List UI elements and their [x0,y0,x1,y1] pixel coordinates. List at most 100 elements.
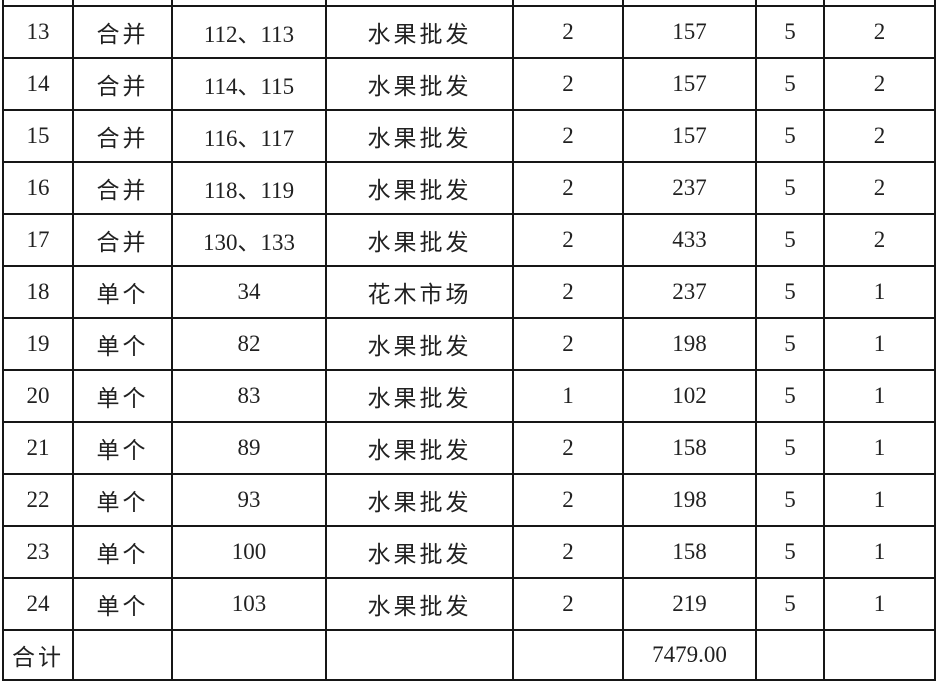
clipped-cell [2,0,74,7]
table-row: 19 单个 82 水果批发 2 198 5 1 [2,317,936,371]
cell-stall-numbers: 34 [171,265,327,319]
cell-score-red-1: 5 [755,525,825,579]
table-row: 14 合并 114、115 水果批发 2 157 5 2 [2,57,936,111]
cell-score-red-1: 5 [755,57,825,111]
cell-stall-numbers: 82 [171,317,327,371]
cell-merge-type: 单个 [72,421,173,475]
cell-row-number: 20 [2,369,74,423]
table-row: 21 单个 89 水果批发 2 158 5 1 [2,421,936,475]
cell-room-count: 2 [512,473,624,527]
cell-market-name: 水果批发 [325,57,514,111]
cell-row-number: 22 [2,473,74,527]
cell-row-number: 16 [2,161,74,215]
table-row: 20 单个 83 水果批发 1 102 5 1 [2,369,936,423]
cell-amount: 102 [622,369,757,423]
table-row: 16 合并 118、119 水果批发 2 237 5 2 [2,161,936,215]
cell-score-red-2: 2 [823,109,936,163]
table-row: 15 合并 116、117 水果批发 2 157 5 2 [2,109,936,163]
total-empty-cell [325,629,514,681]
total-row: 合计 7479.00 [2,629,936,681]
cell-amount: 157 [622,57,757,111]
cell-room-count: 2 [512,577,624,631]
cell-market-name: 水果批发 [325,213,514,267]
cell-room-count: 2 [512,525,624,579]
cell-merge-type: 合并 [72,57,173,111]
cell-merge-type: 单个 [72,525,173,579]
total-empty-cell [755,629,825,681]
cell-room-count: 2 [512,109,624,163]
cell-amount: 219 [622,577,757,631]
cell-market-name: 水果批发 [325,421,514,475]
cell-room-count: 2 [512,5,624,59]
cell-amount: 158 [622,525,757,579]
table-row: 22 单个 93 水果批发 2 198 5 1 [2,473,936,527]
total-empty-cell [823,629,936,681]
cell-market-name: 水果批发 [325,161,514,215]
cell-row-number: 23 [2,525,74,579]
cell-row-number: 24 [2,577,74,631]
cell-merge-type: 合并 [72,161,173,215]
cell-room-count: 2 [512,57,624,111]
clipped-cell [622,0,757,7]
cell-merge-type: 合并 [72,5,173,59]
cell-stall-numbers: 83 [171,369,327,423]
cell-market-name: 水果批发 [325,109,514,163]
cell-room-count: 2 [512,317,624,371]
cell-score-red-2: 1 [823,265,936,319]
cell-merge-type: 合并 [72,213,173,267]
cell-merge-type: 单个 [72,577,173,631]
cell-score-red-2: 2 [823,161,936,215]
total-empty-cell [512,629,624,681]
cell-stall-numbers: 118、119 [171,161,327,215]
cell-score-red-1: 5 [755,317,825,371]
cell-score-red-1: 5 [755,473,825,527]
cell-score-red-2: 2 [823,213,936,267]
clipped-cell [325,0,514,7]
cell-stall-numbers: 130、133 [171,213,327,267]
cell-score-red-2: 1 [823,525,936,579]
cell-market-name: 花木市场 [325,265,514,319]
cell-score-red-2: 1 [823,369,936,423]
total-label: 合计 [2,629,74,681]
table-row: 24 单个 103 水果批发 2 219 5 1 [2,577,936,631]
cell-amount: 198 [622,473,757,527]
cell-stall-numbers: 114、115 [171,57,327,111]
cell-amount: 237 [622,161,757,215]
clipped-cell [823,0,936,7]
cell-amount: 198 [622,317,757,371]
clipped-previous-row [2,0,936,7]
cell-stall-numbers: 93 [171,473,327,527]
cell-score-red-1: 5 [755,161,825,215]
table-row: 13 合并 112、113 水果批发 2 157 5 2 [2,5,936,59]
cell-score-red-1: 5 [755,109,825,163]
cell-amount: 157 [622,109,757,163]
cell-score-red-1: 5 [755,577,825,631]
cell-room-count: 2 [512,161,624,215]
clipped-cell [171,0,327,7]
cell-amount: 157 [622,5,757,59]
cell-market-name: 水果批发 [325,5,514,59]
table-row: 18 单个 34 花木市场 2 237 5 1 [2,265,936,319]
cell-room-count: 1 [512,369,624,423]
cell-amount: 158 [622,421,757,475]
cell-score-red-2: 1 [823,421,936,475]
clipped-cell [755,0,825,7]
cell-stall-numbers: 100 [171,525,327,579]
cell-row-number: 15 [2,109,74,163]
clipped-cell [72,0,173,7]
table-row: 23 单个 100 水果批发 2 158 5 1 [2,525,936,579]
cell-row-number: 17 [2,213,74,267]
cell-row-number: 18 [2,265,74,319]
cell-amount: 433 [622,213,757,267]
cell-score-red-2: 2 [823,5,936,59]
cell-merge-type: 合并 [72,109,173,163]
cell-score-red-1: 5 [755,213,825,267]
cell-score-red-1: 5 [755,265,825,319]
cell-room-count: 2 [512,213,624,267]
cell-room-count: 2 [512,265,624,319]
cell-row-number: 13 [2,5,74,59]
cell-room-count: 2 [512,421,624,475]
cell-score-red-2: 2 [823,57,936,111]
cell-row-number: 19 [2,317,74,371]
